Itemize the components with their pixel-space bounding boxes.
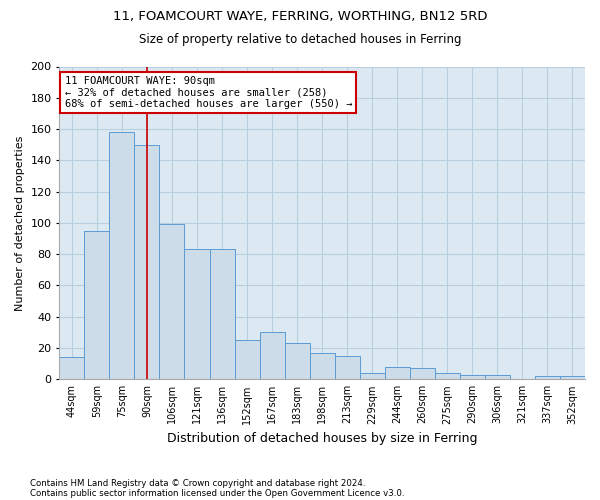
Bar [360, 373, 385, 380]
Bar [134, 144, 160, 380]
Text: Contains HM Land Registry data © Crown copyright and database right 2024.: Contains HM Land Registry data © Crown c… [30, 478, 365, 488]
Bar [85, 230, 109, 380]
Bar [310, 352, 335, 380]
Bar [284, 344, 310, 380]
Bar [209, 250, 235, 380]
Y-axis label: Number of detached properties: Number of detached properties [15, 135, 25, 310]
Bar [385, 367, 410, 380]
Bar [485, 374, 510, 380]
Bar [560, 376, 585, 380]
Text: 11 FOAMCOURT WAYE: 90sqm
← 32% of detached houses are smaller (258)
68% of semi-: 11 FOAMCOURT WAYE: 90sqm ← 32% of detach… [65, 76, 352, 109]
Bar [460, 374, 485, 380]
X-axis label: Distribution of detached houses by size in Ferring: Distribution of detached houses by size … [167, 432, 478, 445]
Bar [410, 368, 435, 380]
Bar [184, 250, 209, 380]
Text: Contains public sector information licensed under the Open Government Licence v3: Contains public sector information licen… [30, 488, 404, 498]
Bar [235, 340, 260, 380]
Bar [59, 358, 85, 380]
Text: 11, FOAMCOURT WAYE, FERRING, WORTHING, BN12 5RD: 11, FOAMCOURT WAYE, FERRING, WORTHING, B… [113, 10, 487, 23]
Bar [160, 224, 184, 380]
Bar [535, 376, 560, 380]
Bar [260, 332, 284, 380]
Bar [109, 132, 134, 380]
Bar [335, 356, 360, 380]
Bar [435, 373, 460, 380]
Text: Size of property relative to detached houses in Ferring: Size of property relative to detached ho… [139, 32, 461, 46]
